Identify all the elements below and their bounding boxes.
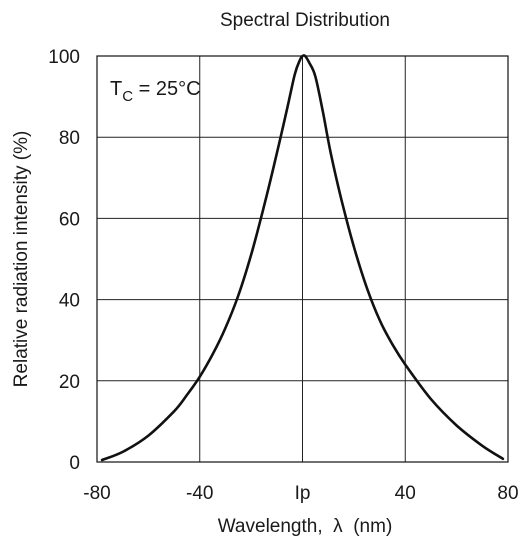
x-axis-label: Wavelength, λ (nm) bbox=[218, 516, 393, 537]
annotation-subscript: C bbox=[122, 88, 133, 105]
intensity-curve bbox=[100, 54, 505, 462]
y-tick-label: 60 bbox=[59, 209, 80, 230]
chart-title: Spectral Distribution bbox=[220, 10, 390, 31]
y-tick-label: 100 bbox=[48, 47, 80, 68]
y-tick-label: 0 bbox=[69, 453, 80, 474]
temperature-annotation: TC = 25°C bbox=[110, 78, 201, 105]
y-tick-label: 40 bbox=[59, 291, 80, 312]
annotation-main: T bbox=[110, 78, 122, 100]
x-tick-label: -40 bbox=[186, 483, 213, 504]
y-tick-labels: 0 20 40 60 80 100 bbox=[48, 47, 80, 474]
x-tick-label: 80 bbox=[497, 483, 518, 504]
y-tick-label: 80 bbox=[59, 128, 80, 149]
x-tick-label: Ip bbox=[295, 483, 311, 504]
x-tick-label: -80 bbox=[83, 483, 110, 504]
x-tick-labels: -80 -40 Ip 40 80 bbox=[83, 483, 518, 504]
annotation-rest: = 25°C bbox=[133, 78, 200, 100]
y-axis-label: Relative radiation intensity (%) bbox=[11, 131, 32, 388]
x-tick-label: 40 bbox=[395, 483, 416, 504]
grid-lines bbox=[97, 56, 508, 462]
y-tick-label: 20 bbox=[59, 372, 80, 393]
